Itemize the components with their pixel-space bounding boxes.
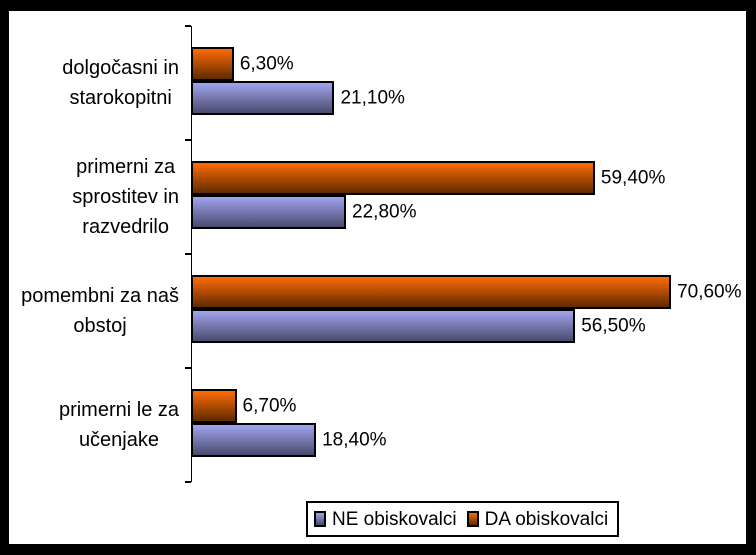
- axis-tick: [184, 253, 191, 255]
- category-label-3: pomembni za naš obstoj: [21, 285, 179, 337]
- legend-swatch-ne: [314, 511, 326, 527]
- category-axis-line: [190, 26, 192, 482]
- value-label-da-2: 59,40%: [600, 167, 666, 189]
- legend-item-da: DA obiskovalci: [466, 508, 609, 530]
- bar-da-4: [191, 389, 237, 423]
- category-label-4: primerni le za učenjake: [58, 399, 179, 451]
- legend-swatch-da: [466, 511, 479, 527]
- value-label-ne-2: 22,80%: [352, 201, 417, 223]
- value-label-ne-1: 21,10%: [340, 87, 405, 109]
- legend-item-ne: NE obiskovalci: [314, 510, 457, 529]
- axis-tick: [184, 367, 191, 369]
- value-label-da-4: 6,70%: [242, 395, 297, 417]
- legend-label-da: DA obiskovalci: [484, 508, 609, 530]
- bar-ne-3: [191, 309, 576, 343]
- axis-tick: [184, 25, 191, 27]
- value-label-ne-3: 56,50%: [581, 315, 646, 337]
- bar-da-3: [191, 275, 672, 309]
- value-label-da-3: 70,60%: [677, 281, 742, 303]
- bar-ne-2: [191, 195, 347, 229]
- bar-da-2: [191, 161, 595, 195]
- category-label-1: dolgočasni in starokopitni: [62, 57, 179, 109]
- bar-ne-1: [191, 81, 335, 115]
- value-label-ne-4: 18,40%: [322, 429, 387, 451]
- value-label-da-1: 6,30%: [239, 53, 294, 75]
- bar-da-1: [191, 47, 234, 81]
- legend-label-ne: NE obiskovalci: [332, 508, 457, 530]
- category-label-2: primerni za sprostitev in razvedrilo: [72, 156, 179, 238]
- axis-tick: [184, 139, 191, 141]
- legend: NE obiskovalci DA obiskovalci: [306, 501, 620, 537]
- bar-ne-4: [191, 423, 317, 457]
- axis-tick: [184, 481, 191, 483]
